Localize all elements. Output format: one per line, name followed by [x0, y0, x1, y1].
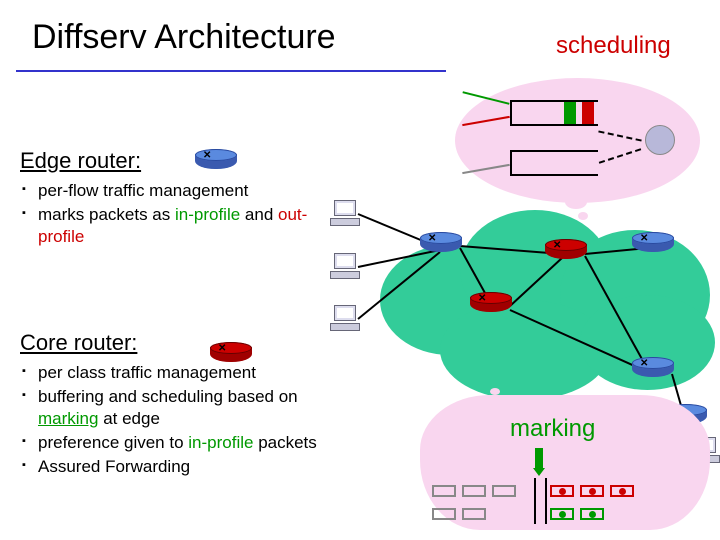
core-heading: Core router:	[20, 330, 137, 356]
text: Assured Forwarding	[38, 457, 190, 476]
text: preference given to	[38, 433, 188, 452]
marking-label: marking	[510, 415, 595, 443]
list-item: per class traffic management	[22, 362, 342, 384]
text: per-flow traffic management	[38, 181, 248, 200]
edge-bullets: per-flow traffic management marks packet…	[22, 180, 322, 250]
pc-icon	[330, 253, 360, 281]
text: at edge	[98, 409, 159, 428]
bubble-tail	[490, 388, 500, 395]
edge-router-icon: ✕	[632, 238, 674, 258]
core-router-icon: ✕	[545, 245, 587, 265]
core-router-icon: ✕	[210, 348, 252, 368]
text-green: in-profile	[175, 205, 240, 224]
list-item: Assured Forwarding	[22, 456, 342, 478]
list-item: buffering and scheduling based on markin…	[22, 386, 342, 430]
title-divider	[16, 70, 446, 72]
list-item: preference given to in-profile packets	[22, 432, 342, 454]
text: marks packets as	[38, 205, 175, 224]
text-green: in-profile	[188, 433, 253, 452]
slide-title: Diffserv Architecture	[32, 18, 336, 57]
core-router-icon: ✕	[470, 298, 512, 318]
bubble-tail	[475, 400, 493, 412]
text: and	[240, 205, 278, 224]
text: buffering and scheduling based on	[38, 387, 298, 406]
edge-router-icon: ✕	[632, 363, 674, 383]
list-item: marks packets as in-profile and out-prof…	[22, 204, 322, 248]
edge-router-icon: ✕	[195, 155, 237, 175]
text: packets	[253, 433, 316, 452]
text-green: marking	[38, 409, 98, 428]
core-bullets: per class traffic management buffering a…	[22, 362, 342, 480]
pc-icon	[330, 305, 360, 333]
scheduling-label: scheduling	[556, 32, 671, 60]
pc-icon	[330, 200, 360, 228]
edge-router-icon: ✕	[420, 238, 462, 258]
list-item: per-flow traffic management	[22, 180, 322, 202]
edge-heading: Edge router:	[20, 148, 141, 174]
